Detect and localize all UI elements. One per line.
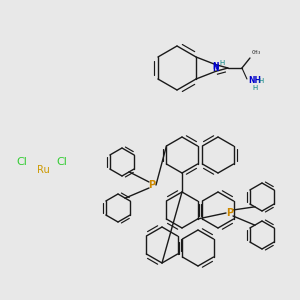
Text: P: P bbox=[226, 208, 234, 218]
Text: Cl: Cl bbox=[57, 157, 68, 167]
Text: H: H bbox=[258, 78, 264, 84]
Text: CH₃: CH₃ bbox=[252, 50, 262, 55]
Text: H: H bbox=[252, 85, 258, 91]
Text: Cl: Cl bbox=[16, 157, 27, 167]
Text: P: P bbox=[148, 180, 156, 190]
Text: H: H bbox=[219, 60, 224, 66]
Text: N: N bbox=[213, 64, 219, 73]
Text: Ru: Ru bbox=[37, 165, 50, 175]
Text: N: N bbox=[213, 62, 219, 71]
Text: NH: NH bbox=[248, 76, 261, 85]
